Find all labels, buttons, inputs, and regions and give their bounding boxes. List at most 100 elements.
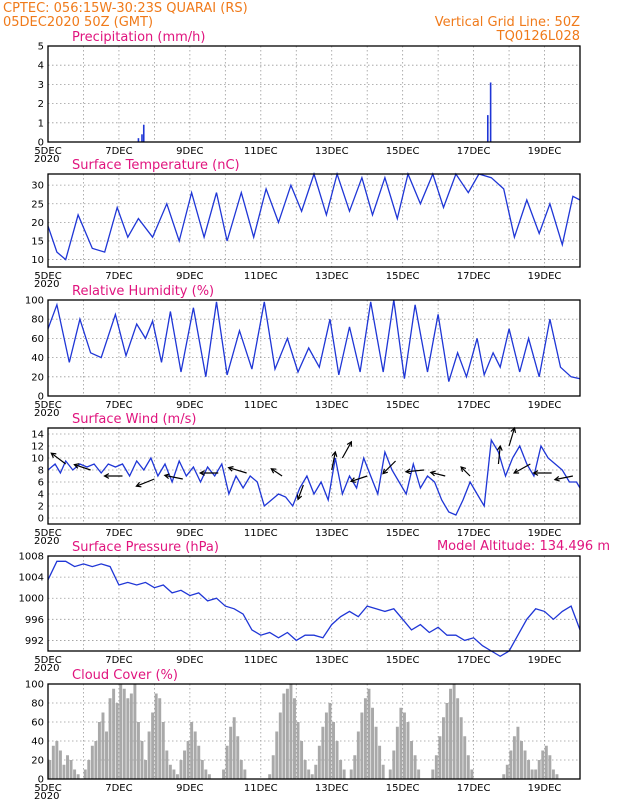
cloud-cover-bar (66, 755, 69, 779)
cloud-cover-bar (374, 726, 378, 779)
x-tick-label: 5DEC (34, 655, 61, 666)
wind-arrow-shaft (405, 469, 425, 473)
wind-arrow-shaft (430, 471, 446, 477)
y-tick-label: 10 (31, 454, 44, 465)
cloud-cover-bar (449, 688, 453, 779)
wind-arrow-head (163, 473, 170, 480)
y-tick-label: 8 (38, 466, 44, 477)
wind-arrow (532, 470, 552, 476)
cloud-cover-bar (410, 741, 414, 779)
cloud-cover-bar (367, 688, 371, 779)
panel-title-cloud: Cloud Cover (%) (72, 668, 178, 683)
panel-frame (47, 427, 581, 525)
y-tick-label: 1008 (19, 552, 44, 563)
cloud-cover-bar (239, 760, 243, 779)
cloud-cover-bar (544, 745, 548, 779)
wind-arrow (135, 478, 155, 488)
wind-arrow-head (553, 475, 560, 482)
y-tick-label: 0 (38, 138, 44, 149)
y-tick-label: 80 (31, 699, 44, 710)
x-tick-label: 7DEC (105, 783, 132, 794)
year-label: 2020 (34, 536, 59, 547)
wind-arrow (404, 468, 425, 475)
cloud-cover-bar (470, 769, 474, 779)
cloud-cover-bar (129, 693, 133, 779)
cloud-cover-bar (527, 760, 531, 779)
cloud-cover-bar (158, 698, 162, 779)
wind-arrow-head (50, 452, 57, 459)
cloud-cover-bar (463, 736, 467, 779)
wind-arrow-head (135, 481, 142, 488)
y-tick-label: 60 (31, 718, 44, 729)
panel-pressure: 992 996 1000 1004 1008 5DEC 7DEC 9DEC 11DEC 13DEC… (19, 540, 581, 674)
cloud-cover-bar (353, 755, 357, 779)
cloud-cover-bar (310, 774, 314, 779)
wind-arrow-head (103, 473, 110, 479)
cloud-cover-bar (349, 769, 353, 779)
wind-arrow (198, 470, 219, 476)
cloud-cover-bar (534, 769, 538, 779)
cloud-cover-bar (48, 760, 52, 779)
cloud-cover-bar (548, 755, 552, 779)
x-tick-label: 7DEC (105, 146, 132, 157)
wind-arrow-head (346, 440, 353, 447)
cloud-cover-bar (58, 750, 62, 779)
wind-arrow (73, 463, 91, 471)
cloud-cover-bar (119, 684, 123, 779)
model-altitude-label: Model Altitude: 134.496 m (437, 539, 610, 554)
x-tick-label: 19DEC (528, 783, 562, 794)
y-tick-label: 1004 (19, 573, 44, 584)
y-tick-label: 10 (31, 255, 44, 266)
cloud-cover-bar (512, 736, 516, 779)
cloud-cover-bar (136, 722, 140, 779)
cloud-cover-bar (378, 745, 382, 779)
wind-arrow-shaft (331, 451, 336, 471)
y-tick-label: 30 (31, 181, 44, 192)
x-tick-label: 17DEC (457, 400, 491, 411)
x-tick-label: 11DEC (244, 655, 278, 666)
x-tick-label: 9DEC (176, 271, 203, 282)
x-tick-label: 17DEC (457, 146, 491, 157)
wind-arrow (382, 460, 396, 475)
x-tick-label: 5DEC (34, 400, 61, 411)
cloud-cover-bar (94, 741, 98, 779)
x-tick-label: 11DEC (244, 271, 278, 282)
y-tick-label: 40 (31, 353, 44, 364)
cloud-cover-bar (275, 731, 279, 779)
x-tick-label: 19DEC (528, 655, 562, 666)
cloud-cover-bar (296, 722, 300, 779)
x-tick-label: 17DEC (457, 271, 491, 282)
cloud-cover-bar (314, 764, 318, 779)
wind-arrow-head (73, 463, 80, 469)
precipitation-bar (486, 115, 489, 142)
panel-title-humidity: Relative Humidity (%) (72, 284, 214, 299)
cloud-cover-bar (456, 698, 460, 779)
wind-arrow-shaft (513, 463, 531, 474)
y-tick-label: 4 (38, 490, 44, 501)
cloud-cover-bar (317, 745, 321, 779)
y-tick-label: 14 (31, 430, 44, 441)
cloud-cover-bar (332, 722, 335, 779)
cloud-cover-bar (115, 703, 119, 779)
pressure-series-line (47, 560, 581, 658)
header-station-line: CPTEC: 056:15W-30:23S QUARAI (RS) (3, 1, 248, 16)
cloud-cover-bar (225, 745, 229, 779)
x-tick-label: 9DEC (176, 655, 203, 666)
wind-arrow-shaft (270, 468, 283, 477)
cloud-cover-bar (342, 769, 346, 779)
wind-arrow-head (404, 468, 411, 475)
cloud-cover-bar (339, 760, 343, 779)
x-tick-label: 19DEC (528, 528, 562, 539)
y-tick-label: 0 (38, 514, 44, 525)
panel-humidity: 0 20 40 60 80 100 5DEC 7DEC 9DEC 11DEC 13DEC 15DEC 1… (25, 284, 581, 419)
panel-title-temperature: Surface Temperature (nC) (72, 158, 240, 173)
cloud-cover-bar (530, 769, 534, 779)
wind-arrow (349, 475, 368, 483)
header-grid-line-note: Vertical Grid Line: 50Z (435, 15, 580, 30)
cloud-cover-bar (105, 731, 108, 779)
panel-frame (47, 683, 581, 780)
cloud-cover-bar (147, 731, 151, 779)
x-tick-label: 15DEC (386, 146, 420, 157)
